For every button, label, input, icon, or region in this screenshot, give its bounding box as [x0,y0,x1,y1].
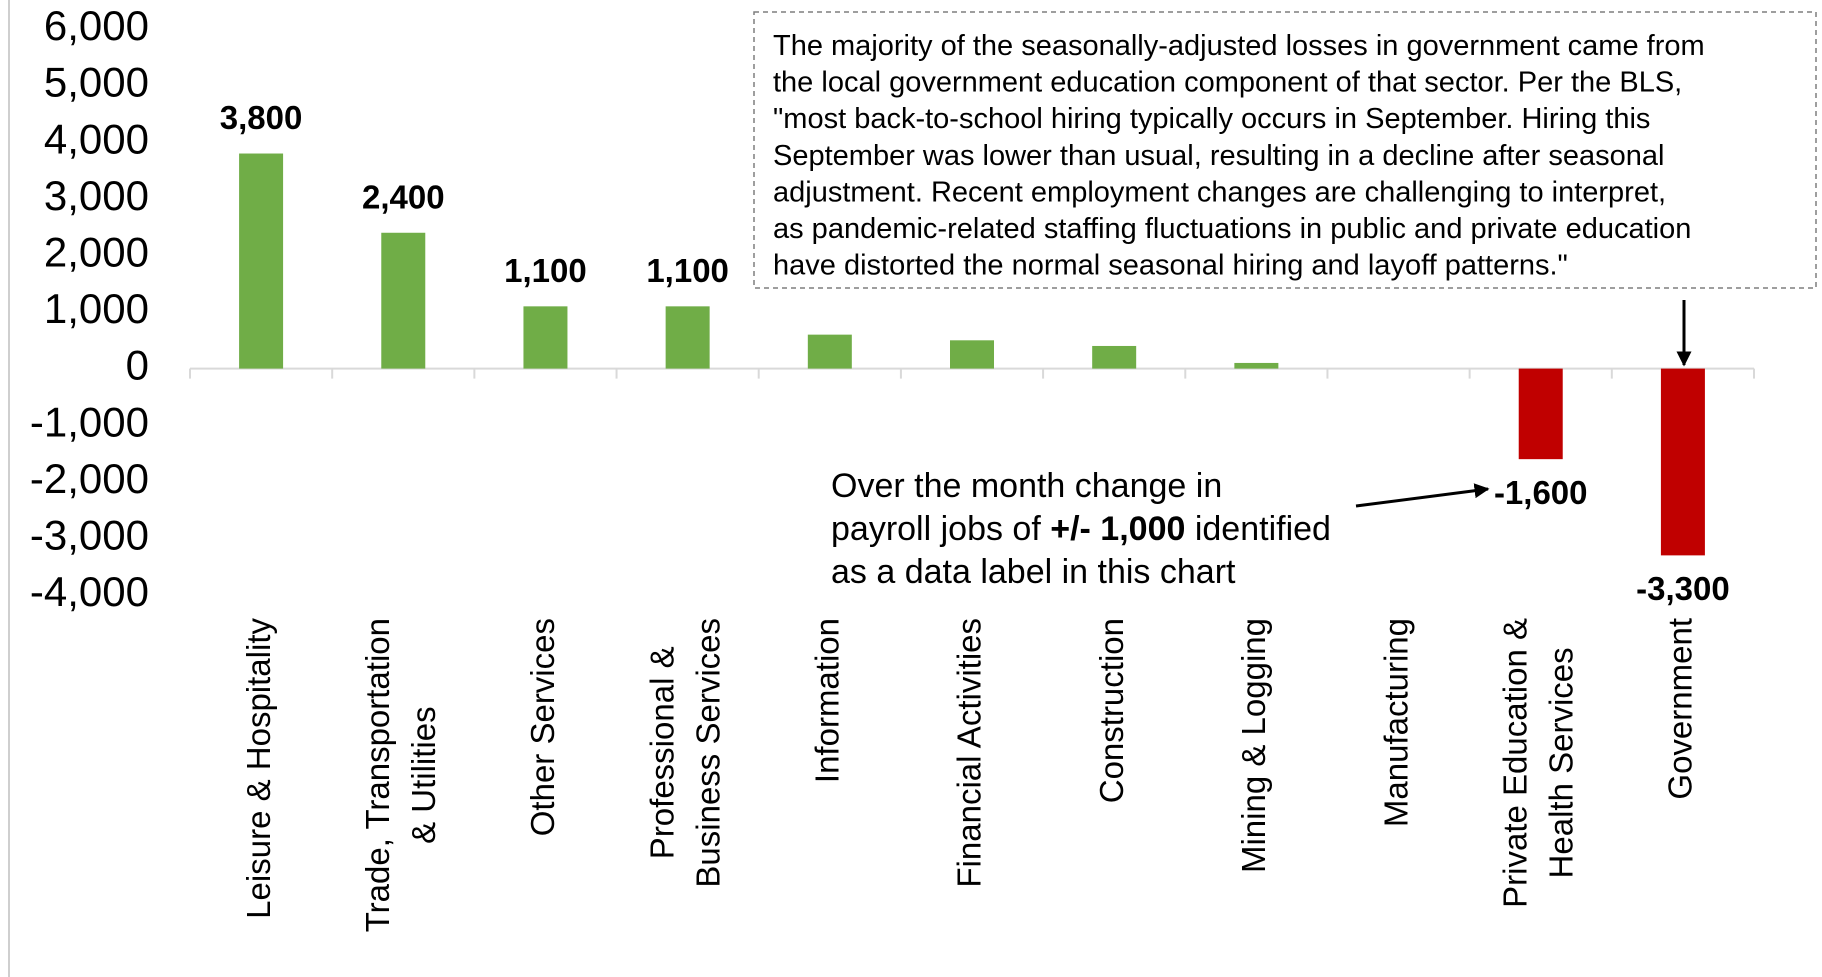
annotation-text: Over the month change in [831,467,1222,505]
x-tick-label-group: Private Education & Health Services [1496,618,1579,908]
x-tick-label: Financial Activities [951,618,988,888]
y-tick-label: 2,000 [44,228,149,275]
y-tick-label: -3,000 [30,511,149,558]
bar [950,340,994,369]
annotation-text: as a data label in this chart [831,553,1236,591]
x-tick-label: Information [809,618,846,783]
x-tick-label: Professional & [643,646,680,859]
bar [1234,362,1279,369]
x-tick-label: Manufacturing [1377,618,1414,827]
data-label: -1,600 [1494,474,1588,511]
annotation-text-part: +/- 1,000 [1050,510,1185,548]
y-tick-label: -4,000 [30,568,149,615]
bar [1092,345,1137,369]
y-tick-label: -2,000 [30,455,149,502]
x-tick-label-group: Manufacturing [1377,618,1414,827]
bar [1660,368,1705,556]
x-tick-label-group: Trade, Transportation & Utilities [359,618,442,932]
x-tick-label: Business Services [689,618,726,888]
x-tick-label: Leisure & Hospitality [240,618,277,919]
annotation-text: "most back-to-school hiring typically oc… [773,103,1650,135]
annotation-text: September was lower than usual, resultin… [773,140,1664,172]
annotation-text: payroll jobs of +/- 1,000 identified [831,510,1331,548]
x-tick-label-group: Professional & Business Services [643,618,726,888]
y-tick-label: 1,000 [44,285,149,332]
x-tick-label: Health Services [1542,647,1579,878]
x-tick-label: Other Services [524,618,561,836]
x-tick-label: Government [1662,618,1699,800]
x-tick-label: Trade, Transportation [359,618,396,932]
bar [665,306,710,369]
annotation-box [753,11,1817,289]
y-tick-label: 6,000 [44,2,149,49]
data-label: 1,100 [646,252,729,289]
x-tick-label-group: Government [1662,618,1699,800]
x-tick-label-group: Financial Activities [951,618,988,888]
data-label: -3,300 [1636,570,1730,607]
annotation-text: The majority of the seasonally-adjusted … [773,30,1705,62]
y-tick-label: 5,000 [44,59,149,106]
bar [1518,368,1563,460]
annotation-arrow [1355,483,1490,508]
annotation-text: the local government education component… [773,67,1682,99]
data-label: 2,400 [362,178,445,215]
data-label: 3,800 [220,99,303,136]
annotation-text-part: as a data label in this chart [831,553,1236,591]
annotation-text-part: payroll jobs of [831,510,1050,548]
bar [523,306,568,369]
x-tick-label-group: Construction [1093,618,1130,803]
x-tick-label: Construction [1093,618,1130,803]
x-tick-label: Private Education & [1496,618,1533,908]
y-tick-label: 0 [126,342,149,389]
x-tick-label-group: Mining & Logging [1235,618,1272,873]
y-tick-label: -1,000 [30,398,149,445]
x-tick-label: & Utilities [405,706,442,844]
x-tick-label-group: Other Services [524,618,561,836]
annotation-text-part: Over the month change in [831,467,1222,505]
annotation-text-part: identified [1185,510,1331,548]
y-tick-label: 3,000 [44,172,149,219]
x-tick-label-group: Information [809,618,846,783]
annotation-text: as pandemic-related staffing fluctuation… [773,213,1691,245]
x-tick-label-group: Leisure & Hospitality [240,618,277,919]
x-tick-label: Mining & Logging [1235,618,1272,873]
bar [381,232,426,369]
annotation-text: have distorted the normal seasonal hirin… [773,250,1568,282]
bar [807,334,852,369]
bar [239,153,284,369]
annotation-text: adjustment. Recent employment changes ar… [773,176,1666,208]
data-label: 1,100 [504,252,587,289]
y-tick-label: 4,000 [44,115,149,162]
